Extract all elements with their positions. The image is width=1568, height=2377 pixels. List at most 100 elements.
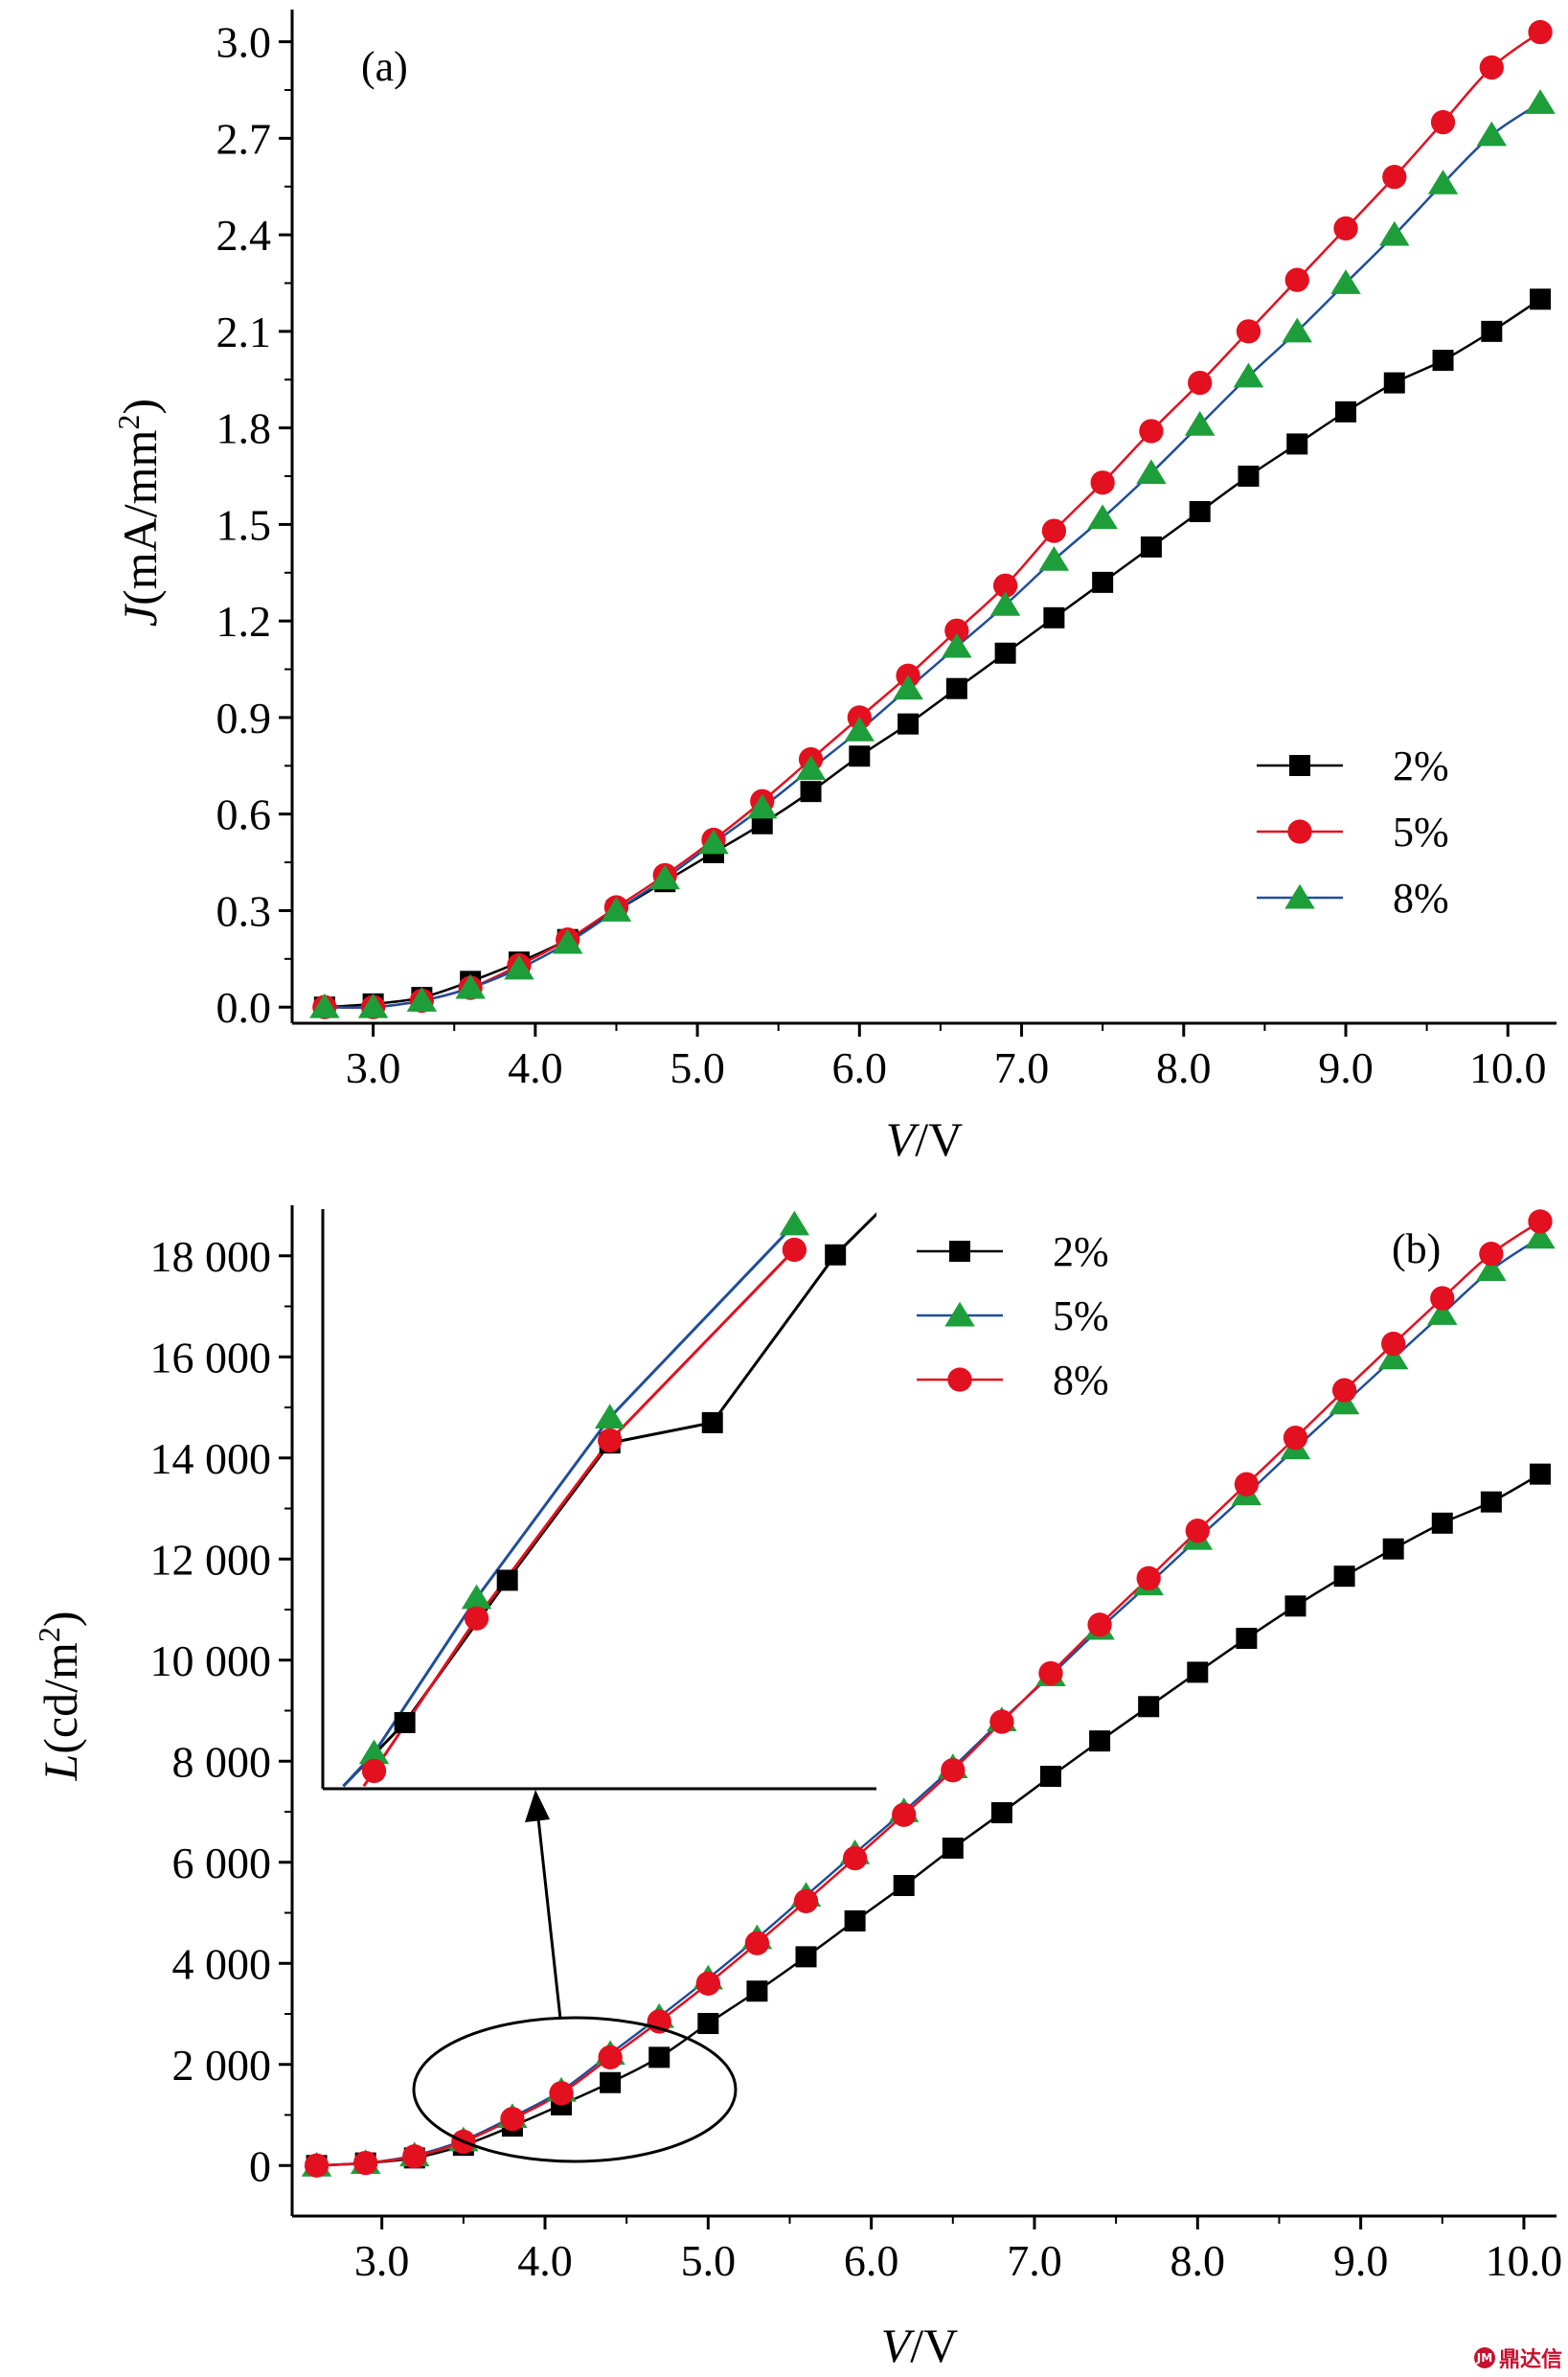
panel-a-markers — [309, 19, 1556, 1019]
a-point-2pct — [1383, 372, 1405, 394]
panel-b-legend: 2% 5% 8% — [917, 1228, 1109, 1404]
a-point-5pct — [1528, 19, 1553, 45]
b-y-tick-label: 0 — [249, 2141, 271, 2190]
panel-a-series-lines — [324, 31, 1541, 1009]
b-y-tick-label: 18 000 — [150, 1232, 272, 1281]
a-point-5pct — [1382, 165, 1407, 190]
panel-a-chart: 3.0 4.0 5.0 6.0 7.0 8.0 9.0 10.0 0.0 0.3 0.6 0.9 1.2… — [111, 10, 1557, 1166]
panel-a-label: (a) — [361, 43, 408, 90]
b-y-tick-label: 14 000 — [150, 1434, 272, 1483]
b-point-8pct — [744, 1931, 770, 1955]
b-point-8pct — [1185, 1519, 1210, 1543]
a-legend-marker — [1289, 755, 1310, 776]
a-x-tick-label: 6.0 — [832, 1043, 888, 1092]
b-point-8pct — [598, 2045, 623, 2070]
a-point-5pct — [1188, 370, 1213, 396]
b-point-5pct — [1525, 1223, 1556, 1249]
a-point-8pct — [601, 897, 632, 922]
a-point-2pct — [1189, 500, 1211, 522]
inset-point-8pct — [598, 1428, 623, 1453]
a-series-line-8pct — [324, 102, 1541, 1009]
a-point-8pct — [1233, 362, 1264, 388]
a-point-2pct — [994, 642, 1016, 664]
panel-b-axes: 3.0 4.0 5.0 6.0 7.0 8.0 9.0 10.0 0 2 000 4 000 6 00… — [150, 1205, 1563, 2285]
a-x-tick-label: 3.0 — [346, 1043, 401, 1092]
a-y-tick-label: 1.8 — [216, 404, 272, 453]
b-point-8pct — [842, 1845, 868, 1871]
a-point-8pct — [504, 954, 534, 980]
b-y-tick-label: 16 000 — [150, 1333, 272, 1382]
inset-point-2pct — [496, 1569, 518, 1591]
inset-background — [323, 1209, 876, 1789]
a-point-8pct — [1427, 170, 1459, 194]
b-point-8pct — [1038, 1660, 1063, 1686]
b-point-5pct — [1427, 1300, 1458, 1325]
a-legend-label: 8% — [1393, 875, 1449, 922]
a-point-8pct — [893, 674, 923, 700]
a-point-5pct — [1139, 419, 1164, 444]
b-x-tick-label: 4.0 — [517, 2236, 573, 2285]
a-y-tick-label: 0.9 — [216, 694, 272, 743]
b-point-2pct — [990, 1802, 1012, 1824]
b-point-8pct — [695, 1971, 720, 1997]
a-point-5pct — [944, 618, 969, 643]
a-point-2pct — [1432, 350, 1454, 372]
b-point-8pct — [352, 2150, 378, 2176]
b-point-5pct — [1476, 1256, 1507, 1281]
a-point-5pct — [1090, 470, 1115, 495]
a-point-8pct — [747, 793, 778, 819]
b-point-5pct — [1377, 1344, 1409, 1370]
b-point-8pct — [1331, 1378, 1357, 1403]
panel-a-legend: 2% 5% 8% — [1257, 743, 1449, 922]
b-point-2pct — [648, 2046, 670, 2068]
b-point-2pct — [844, 1909, 866, 1931]
b-point-8pct — [1479, 1241, 1504, 1267]
a-y-tick-label: 0.0 — [216, 983, 272, 1032]
a-y-tick-label: 1.5 — [216, 500, 272, 549]
a-point-8pct — [406, 987, 438, 1012]
b-point-2pct — [1236, 1628, 1258, 1650]
b-point-2pct — [1284, 1595, 1307, 1617]
a-point-2pct — [1335, 400, 1356, 423]
a-x-tick-label: 9.0 — [1318, 1043, 1374, 1092]
b-x-tick-label: 10.0 — [1486, 2236, 1563, 2285]
b-point-8pct — [989, 1709, 1014, 1734]
b-point-8pct — [1136, 1566, 1161, 1590]
b-point-8pct — [1381, 1331, 1406, 1357]
b-point-8pct — [500, 2107, 525, 2132]
a-point-2pct — [1286, 433, 1308, 455]
a-point-8pct — [1379, 220, 1410, 246]
b-x-tick-label: 8.0 — [1170, 2236, 1226, 2285]
a-point-2pct — [945, 677, 967, 699]
b-point-8pct — [549, 2081, 574, 2106]
a-point-8pct — [1184, 410, 1216, 436]
inset-point-2pct — [394, 1712, 416, 1734]
a-y-tick-label: 0.3 — [216, 886, 272, 935]
panel-a-x-axis-title: V/V — [886, 1112, 964, 1166]
a-y-tick-label: 2.1 — [216, 308, 272, 356]
b-legend-label: 5% — [1053, 1292, 1109, 1339]
a-y-tick-label: 2.4 — [216, 211, 272, 260]
a-x-tick-label: 7.0 — [994, 1043, 1050, 1092]
panel-b-annotation — [412, 1790, 738, 2163]
a-point-8pct — [1282, 317, 1312, 343]
a-point-2pct — [1092, 571, 1114, 593]
a-point-8pct — [1476, 121, 1508, 147]
a-point-5pct — [1284, 267, 1309, 292]
a-x-tick-label: 10.0 — [1469, 1043, 1547, 1092]
a-point-8pct — [698, 829, 729, 855]
b-y-tick-label: 12 000 — [150, 1535, 272, 1584]
panel-b-markers — [301, 1209, 1556, 2178]
inset-point-5pct — [358, 1739, 390, 1765]
panel-b-label: (b) — [1392, 1225, 1441, 1272]
b-y-tick-label: 2 000 — [172, 2041, 272, 2090]
a-point-5pct — [1430, 109, 1456, 135]
inset-plot-area — [342, 1210, 876, 1788]
b-y-tick-label: 8 000 — [172, 1737, 272, 1786]
a-point-2pct — [898, 713, 920, 735]
a-point-8pct — [1525, 89, 1556, 114]
b-point-2pct — [942, 1837, 964, 1859]
b-x-tick-label: 7.0 — [1007, 2236, 1062, 2285]
b-point-8pct — [1087, 1612, 1112, 1637]
